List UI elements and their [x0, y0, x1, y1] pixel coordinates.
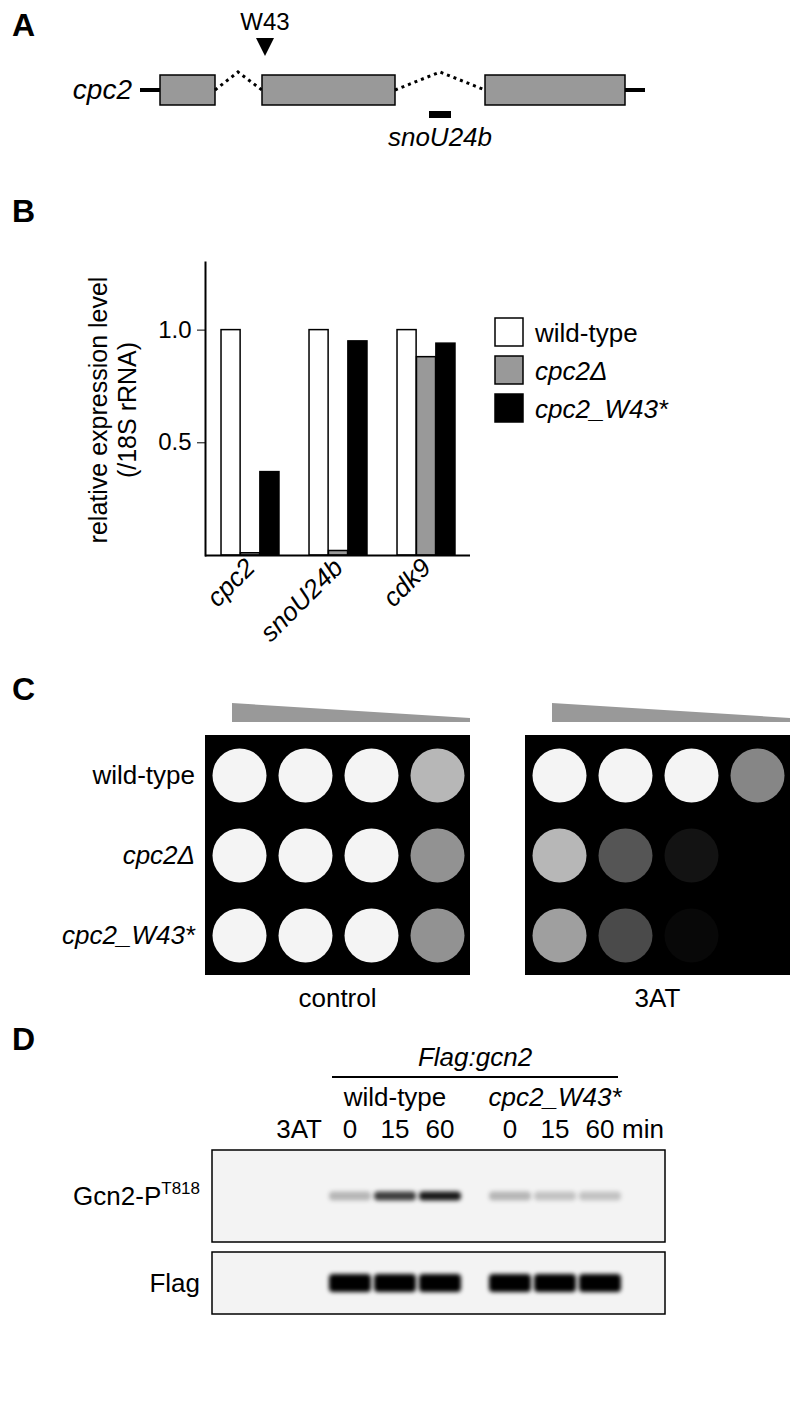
svg-text:Flag: Flag — [149, 1268, 200, 1298]
svg-text:cdk9: cdk9 — [377, 552, 437, 612]
svg-text:D: D — [12, 1021, 35, 1057]
svg-text:wild-type: wild-type — [91, 760, 195, 790]
svg-text:snoU24b: snoU24b — [254, 552, 349, 647]
svg-text:0: 0 — [503, 1114, 517, 1144]
svg-text:Flag:gcn2: Flag:gcn2 — [418, 1042, 533, 1072]
svg-text:cpc2_W43*: cpc2_W43* — [489, 1082, 623, 1112]
svg-text:3AT: 3AT — [635, 983, 681, 1013]
svg-text:W43: W43 — [240, 8, 289, 35]
svg-text:cpc2Δ: cpc2Δ — [123, 840, 195, 870]
svg-text:0: 0 — [343, 1114, 357, 1144]
svg-text:60: 60 — [426, 1114, 455, 1144]
svg-text:3AT: 3AT — [276, 1114, 322, 1144]
svg-text:wild-type: wild-type — [534, 318, 638, 348]
svg-text:cpc2: cpc2 — [73, 74, 133, 105]
svg-text:0.5: 0.5 — [158, 428, 191, 455]
svg-text:cpc2_W43*: cpc2_W43* — [62, 920, 196, 950]
svg-text:wild-type: wild-type — [343, 1082, 447, 1112]
svg-text:60: 60 — [586, 1114, 615, 1144]
svg-text:min: min — [622, 1114, 664, 1144]
svg-text:snoU24b: snoU24b — [388, 122, 492, 152]
svg-text:B: B — [12, 193, 35, 229]
svg-text:control: control — [298, 983, 376, 1013]
svg-text:C: C — [12, 671, 35, 707]
svg-text:Gcn2-PT818: Gcn2-PT818 — [73, 1179, 200, 1211]
svg-text:relative expression level(/18S: relative expression level(/18S rRNA) — [84, 277, 141, 544]
svg-text:cpc2: cpc2 — [201, 552, 261, 612]
svg-text:A: A — [12, 7, 35, 43]
svg-text:1.0: 1.0 — [158, 316, 191, 343]
svg-text:cpc2Δ: cpc2Δ — [535, 356, 607, 386]
svg-text:15: 15 — [541, 1114, 570, 1144]
svg-text:15: 15 — [381, 1114, 410, 1144]
svg-text:cpc2_W43*: cpc2_W43* — [535, 394, 669, 424]
